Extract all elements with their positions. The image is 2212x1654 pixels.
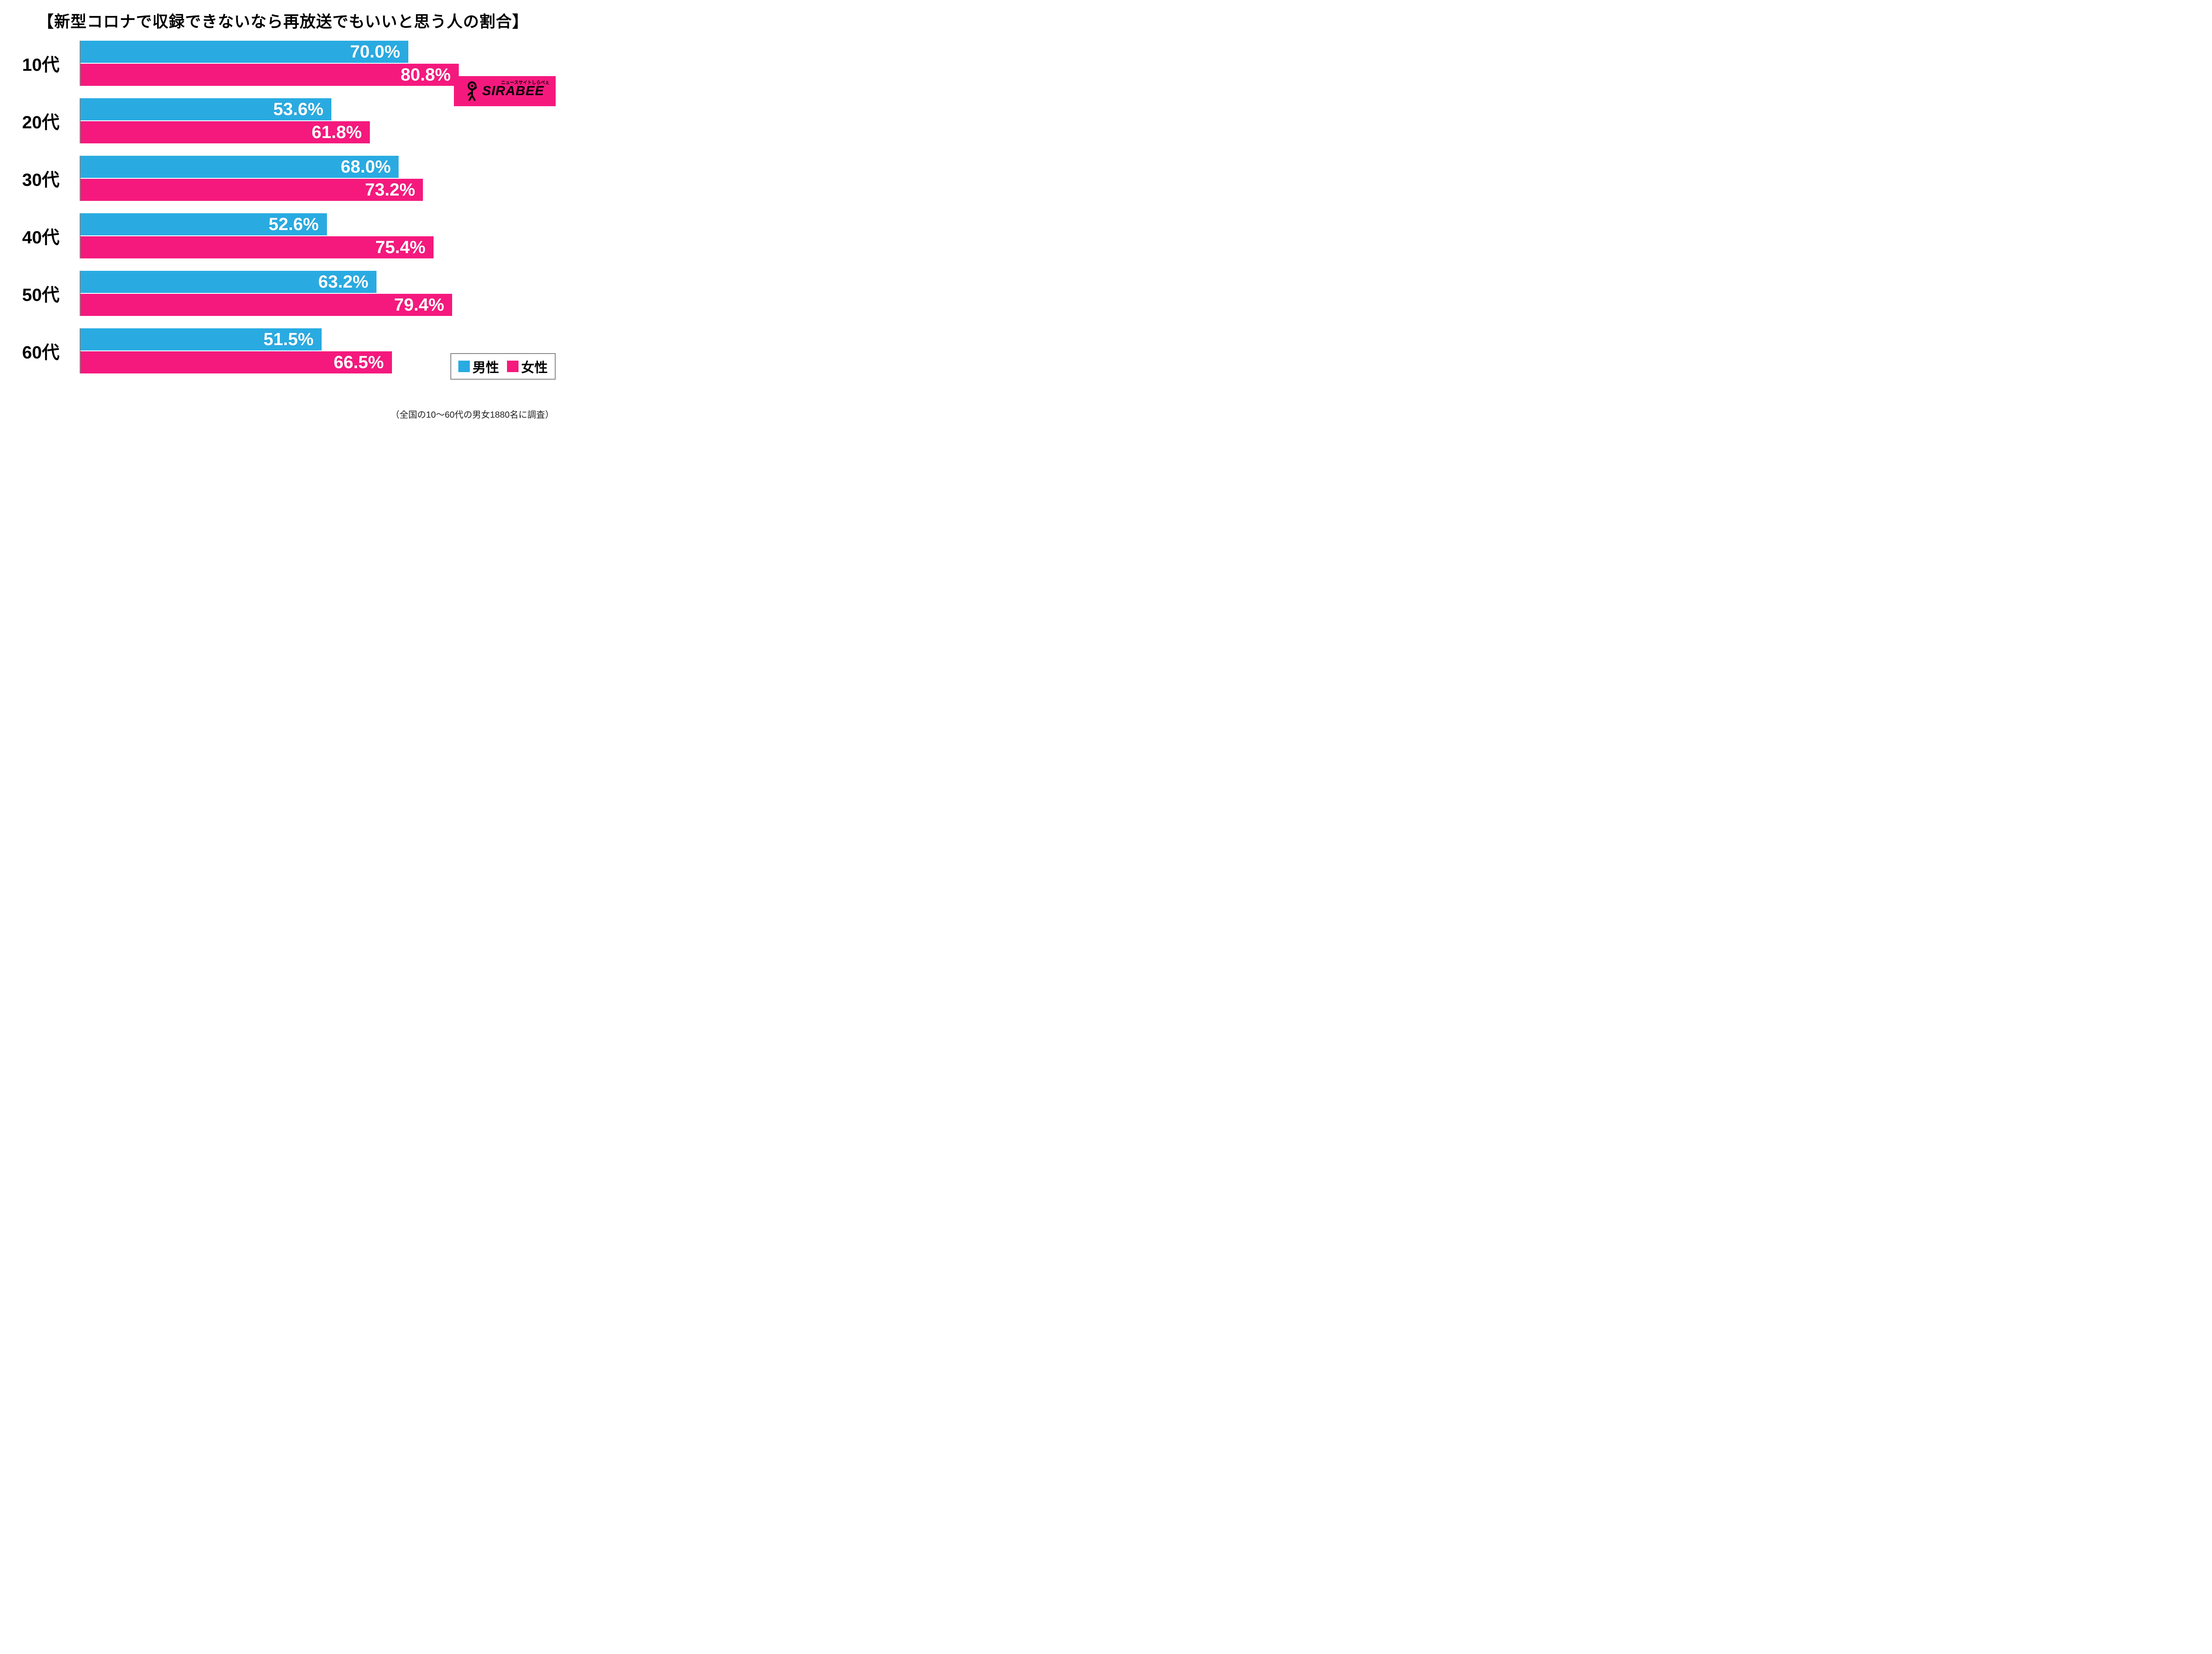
bar-value-female: 80.8% (400, 65, 450, 85)
legend-swatch-female (507, 361, 518, 372)
bar-row-male: 51.5% (81, 328, 549, 350)
legend: 男性 女性 (450, 353, 556, 380)
sirabee-logo: SIRABEE ニュースサイトしらべぇ (454, 76, 556, 106)
age-group-label: 30代 (22, 165, 80, 191)
bar-row-female: 61.8% (81, 121, 549, 143)
age-group-label: 50代 (22, 281, 80, 306)
bar-male: 68.0% (81, 156, 399, 178)
bar-female: 80.8% (81, 64, 459, 86)
bar-value-male: 70.0% (350, 42, 400, 62)
magnifier-person-icon (465, 81, 479, 101)
bar-value-female: 66.5% (334, 353, 384, 373)
bar-row-male: 63.2% (81, 271, 549, 293)
age-group-label: 60代 (22, 338, 80, 364)
age-group-label: 20代 (22, 108, 80, 134)
age-group-label: 10代 (22, 50, 80, 76)
chart-title: 【新型コロナで収録できないなら再放送でもいいと思う人の割合】 (13, 9, 553, 32)
bar-female: 61.8% (81, 121, 370, 143)
bar-pair: 52.6% 75.4% (80, 213, 549, 258)
bar-female: 66.5% (81, 351, 392, 373)
bar-female: 75.4% (81, 236, 434, 258)
logo-subtext: ニュースサイトしらべぇ (501, 79, 550, 85)
bar-pair: 68.0% 73.2% (80, 156, 549, 201)
age-group: 30代 68.0% 73.2% (22, 156, 549, 201)
bar-value-female: 73.2% (365, 180, 415, 200)
footnote: （全国の10〜60代の男女1880名に調査） (391, 408, 554, 420)
bar-row-female: 79.4% (81, 294, 549, 316)
bar-value-male: 53.6% (273, 100, 323, 119)
bar-male: 52.6% (81, 213, 327, 235)
bar-row-male: 68.0% (81, 156, 549, 178)
bar-value-female: 61.8% (311, 123, 361, 142)
bar-male: 51.5% (81, 328, 322, 350)
bar-female: 73.2% (81, 179, 423, 201)
bar-value-male: 68.0% (341, 157, 391, 177)
bar-value-female: 75.4% (375, 238, 425, 258)
bar-female: 79.4% (81, 294, 452, 316)
bar-pair: 63.2% 79.4% (80, 271, 549, 316)
logo-text: SIRABEE (482, 84, 544, 99)
legend-label-female: 女性 (521, 357, 548, 376)
bar-value-male: 52.6% (269, 215, 319, 235)
age-group: 40代 52.6% 75.4% (22, 213, 549, 258)
legend-label-male: 男性 (472, 357, 499, 376)
bar-male: 70.0% (81, 41, 408, 63)
legend-item-female: 女性 (507, 357, 548, 376)
bar-value-female: 79.4% (394, 295, 444, 315)
bar-male: 53.6% (81, 98, 331, 120)
legend-swatch-male (458, 361, 470, 372)
bar-row-female: 75.4% (81, 236, 549, 258)
legend-item-male: 男性 (458, 357, 499, 376)
bar-male: 63.2% (81, 271, 376, 293)
bar-value-male: 51.5% (263, 330, 313, 350)
age-group: 50代 63.2% 79.4% (22, 271, 549, 316)
age-group-label: 40代 (22, 223, 80, 249)
bar-row-male: 52.6% (81, 213, 549, 235)
bar-row-male: 70.0% (81, 41, 549, 63)
bar-row-female: 73.2% (81, 179, 549, 201)
bar-value-male: 63.2% (318, 272, 368, 292)
